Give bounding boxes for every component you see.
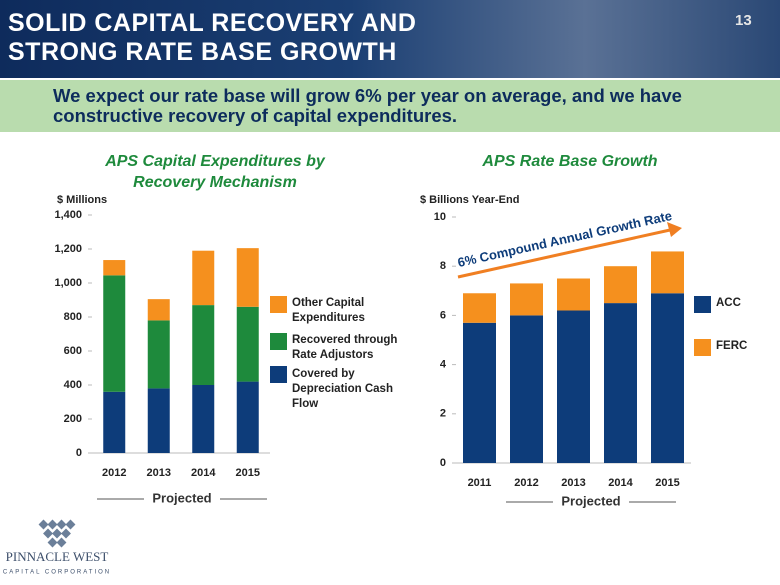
y-tick-label: 0 [440,457,446,469]
x-tick-label: 2015 [236,467,260,479]
bar-segment [510,315,543,463]
bar-segment [192,305,215,385]
annotation: Projected [152,490,211,505]
x-tick-label: 2014 [191,467,216,479]
bar-segment [147,320,170,389]
bar-segment [192,250,215,306]
bar-segment [103,275,126,392]
page-number: 13 [735,12,752,29]
bar-segment [192,385,215,453]
bar-segment [103,260,126,276]
y-tick-label: 10 [434,211,446,223]
subtitle-band [0,80,780,132]
bar-segment [147,299,170,321]
bar-segment [604,266,637,304]
bar-segment [236,248,259,307]
legend-label: FERC [716,340,748,352]
bar-segment [463,322,496,463]
x-tick-label: 2011 [468,477,492,489]
legend-label: Recovered through Rate Adjustors [292,334,398,361]
legend-swatch [270,333,287,350]
bar-segment [103,391,126,453]
y-tick-label: 1,400 [54,209,82,221]
y-tick-label: 200 [64,413,82,425]
slide-title: SOLID CAPITAL RECOVERY AND STRONG RATE B… [8,9,417,66]
logo-name: PINNACLE WEST [6,549,109,564]
bar-segment [651,293,684,463]
bar-segment [557,278,590,311]
y-tick-label: 600 [64,345,82,357]
logo-mark [38,519,76,548]
y-tick-label: 1,000 [54,277,82,289]
subtitle: We expect our rate base will grow 6% per… [53,85,682,126]
x-tick-label: 2013 [147,467,171,479]
chart-title: APS Rate Base Growth [482,153,658,170]
bar-segment [510,283,543,316]
growth-arrowhead [667,222,682,237]
y-tick-label: 400 [64,379,82,391]
growth-label: 6% Compound Annual Growth Rate [456,208,673,270]
bar-segment [604,303,637,463]
x-tick-label: 2012 [514,477,538,489]
bar-segment [147,388,170,453]
annotation: Projected [561,493,620,508]
bar-segment [651,251,684,294]
x-tick-label: 2014 [608,477,633,489]
bar-segment [557,310,590,463]
y-tick-label: 1,200 [54,243,82,255]
y-tick-label: 8 [440,260,446,272]
y-tick-label: 0 [76,447,82,459]
x-tick-label: 2015 [655,477,679,489]
x-tick-label: 2012 [102,467,126,479]
y-tick-label: 6 [440,309,446,321]
legend-swatch [694,339,711,356]
bar-segment [463,293,496,323]
y-tick-label: 800 [64,311,82,323]
legend-label: Other Capital Expenditures [292,297,365,324]
legend-swatch [694,296,711,313]
legend-label: ACC [716,297,741,309]
y-tick-label: 2 [440,408,446,420]
logo-tagline: CAPITAL CORPORATION [3,570,111,576]
y-axis-label: $ Millions [57,194,107,206]
chart-title: APS Capital Expenditures by Recovery Mec… [105,153,325,191]
growth-arrow [457,228,671,279]
legend-swatch [270,366,287,383]
header-band [0,0,780,78]
y-axis-label: $ Billions Year-End [420,194,519,206]
bar-segment [236,306,259,382]
bar-segment [236,381,259,453]
x-tick-label: 2013 [561,477,585,489]
legend-swatch [270,296,287,313]
legend-label: Covered by Depreciation Cash Flow [292,368,393,410]
y-tick-label: 4 [440,359,447,371]
